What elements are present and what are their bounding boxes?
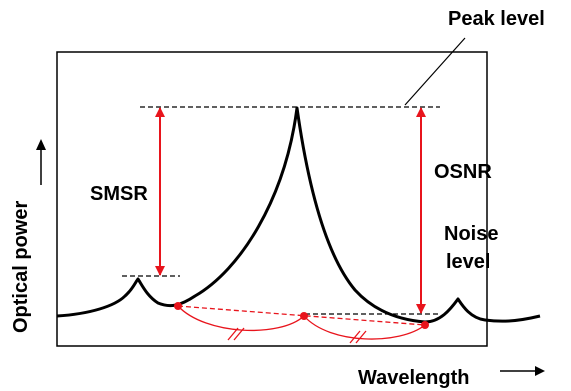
osnr-label: OSNR — [434, 161, 492, 183]
interp-mark-right-b — [355, 330, 367, 344]
interp-point-left — [174, 302, 182, 310]
peak-level-leader — [404, 37, 466, 106]
noise-level-label-line2: level — [446, 251, 490, 273]
peak-level-label: Peak level — [448, 8, 545, 30]
x-axis-label: Wavelength — [358, 367, 470, 389]
plot-frame — [56, 51, 488, 347]
smsr-label: SMSR — [90, 183, 148, 205]
interp-arc-left — [177, 305, 305, 332]
x-axis-arrow-head — [535, 366, 545, 376]
y-axis-arrow-head — [36, 139, 46, 150]
noise-level-label-line1: Noise — [444, 223, 498, 245]
interp-mark-left-b — [233, 327, 245, 341]
interp-arc-right — [303, 315, 426, 340]
interp-point-right — [421, 321, 429, 329]
y-axis-label: Optical power — [10, 201, 32, 333]
interp-point-center — [300, 312, 308, 320]
spectrum-curve — [56, 106, 541, 324]
interp-mark-left-a — [227, 327, 239, 341]
interp-mark-right-a — [349, 330, 361, 344]
